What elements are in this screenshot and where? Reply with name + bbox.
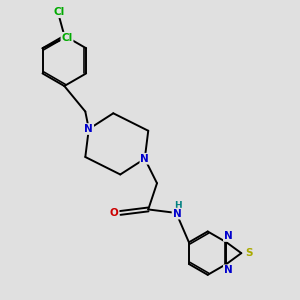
Text: N: N: [224, 231, 233, 241]
Text: N: N: [172, 208, 181, 219]
Text: H: H: [174, 201, 182, 210]
Text: S: S: [245, 248, 253, 258]
Text: Cl: Cl: [61, 33, 73, 43]
Text: O: O: [110, 208, 118, 218]
Text: N: N: [140, 154, 149, 164]
Text: N: N: [84, 124, 93, 134]
Text: N: N: [224, 265, 233, 275]
Text: Cl: Cl: [53, 7, 65, 17]
